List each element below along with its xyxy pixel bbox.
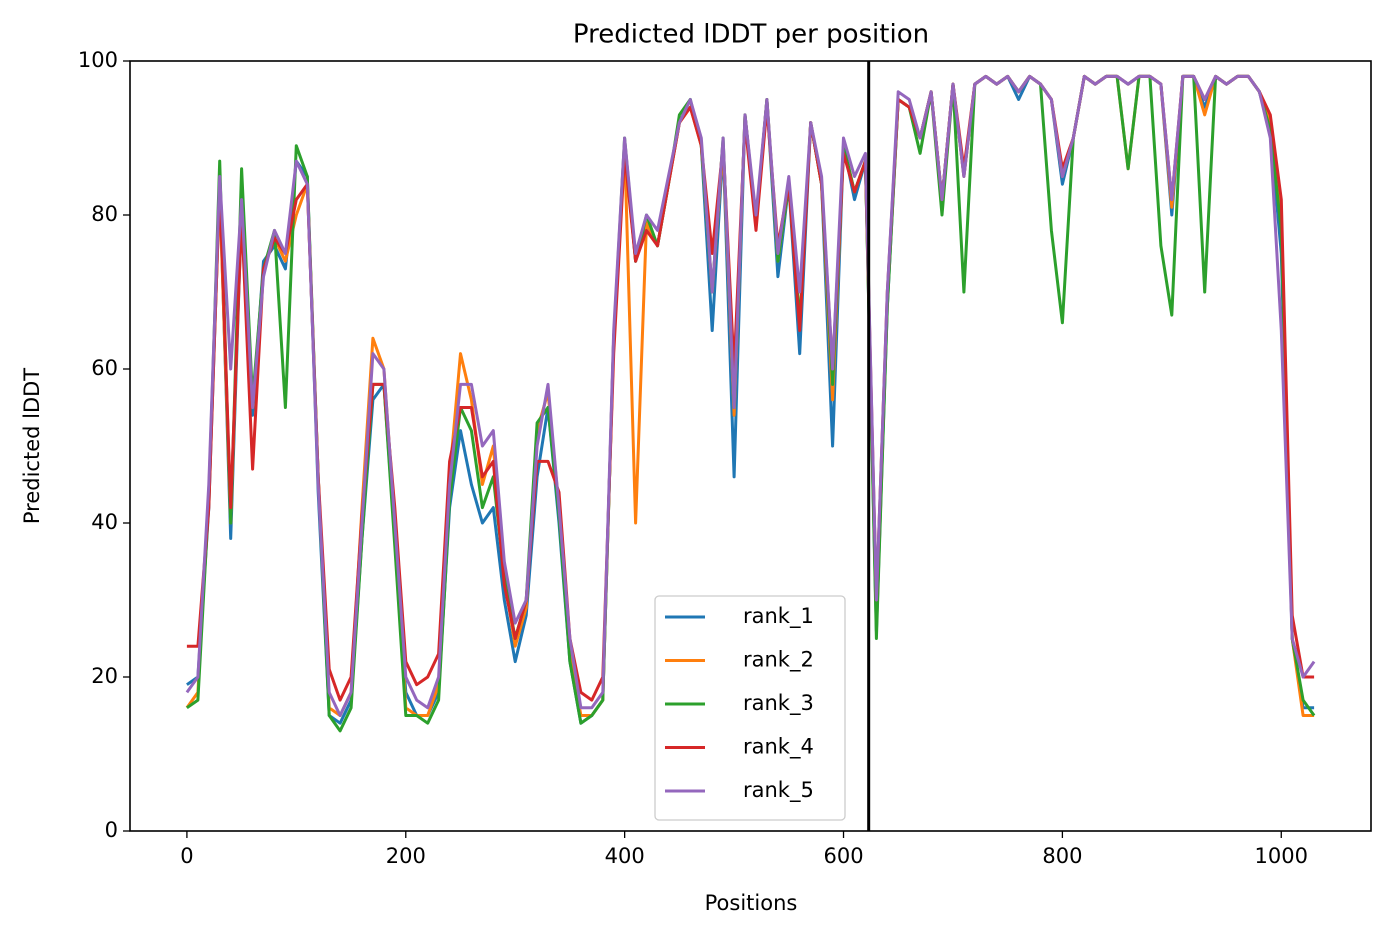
- x-tick-label: 400: [605, 844, 645, 868]
- legend-label: rank_3: [743, 691, 814, 716]
- x-tick-label: 600: [823, 844, 863, 868]
- y-tick-label: 40: [91, 510, 118, 534]
- y-tick-label: 20: [91, 664, 118, 688]
- y-tick-label: 100: [78, 48, 118, 72]
- legend-label: rank_2: [743, 648, 814, 673]
- y-tick-label: 60: [91, 356, 118, 380]
- x-tick-label: 800: [1042, 844, 1082, 868]
- legend-label: rank_1: [743, 604, 814, 629]
- x-tick-label: 1000: [1255, 844, 1308, 868]
- legend-label: rank_5: [743, 778, 814, 803]
- legend-label: rank_4: [743, 735, 814, 760]
- x-axis-label: Positions: [705, 891, 798, 915]
- legend: rank_1 rank_2 rank_3 rank_4 rank_5: [654, 595, 846, 821]
- legend-box: [654, 595, 846, 821]
- x-tick-label: 200: [386, 844, 426, 868]
- y-tick-label: 80: [91, 202, 118, 226]
- chart-title: Predicted lDDT per position: [573, 20, 929, 50]
- line-series: [185, 74, 1316, 717]
- x-tick-label: 0: [180, 844, 193, 868]
- plot-frame: [129, 60, 1372, 832]
- y-tick-label: 0: [105, 818, 118, 842]
- y-axis-label: Predicted lDDT: [20, 368, 44, 524]
